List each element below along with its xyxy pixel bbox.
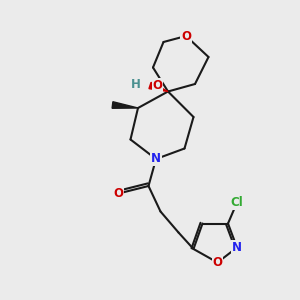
Text: Cl: Cl: [231, 196, 243, 209]
Text: O: O: [113, 187, 124, 200]
Text: O: O: [212, 256, 223, 269]
Text: O: O: [152, 79, 163, 92]
Text: N: N: [151, 152, 161, 166]
Polygon shape: [112, 102, 138, 108]
Polygon shape: [149, 82, 168, 91]
Text: H: H: [131, 78, 140, 92]
Text: N: N: [232, 241, 242, 254]
Text: O: O: [181, 29, 191, 43]
